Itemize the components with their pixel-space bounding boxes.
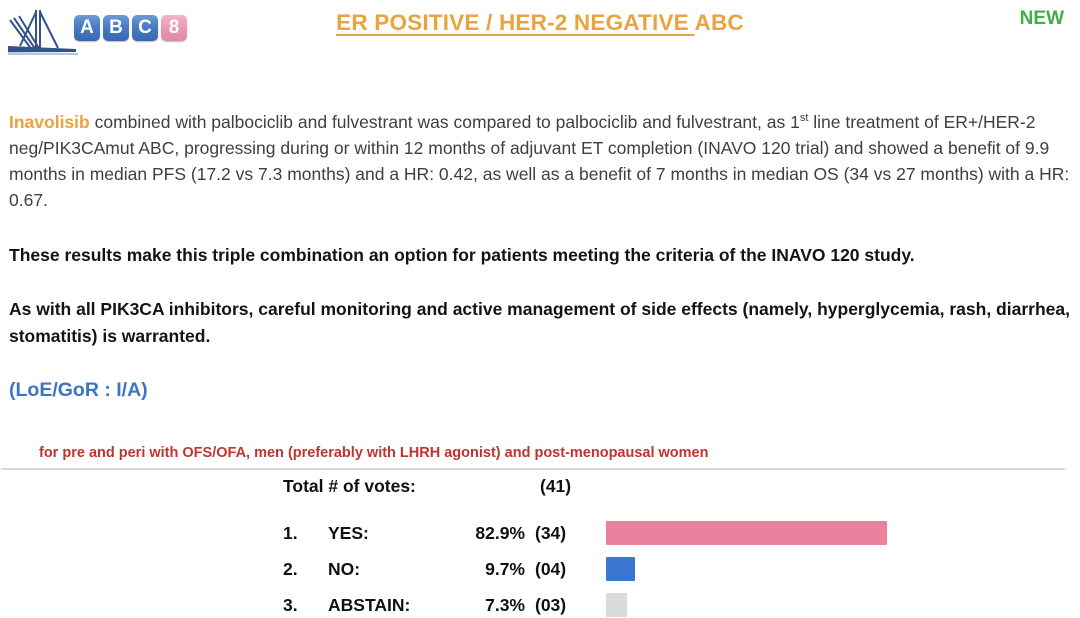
- total-votes-row: Total # of votes: (41): [283, 476, 1080, 497]
- vote-row-number: 2.: [283, 558, 298, 579]
- logo-tile-c: C: [132, 15, 158, 41]
- recommendation-paragraph: Inavolisib combined with palbociclib and…: [9, 105, 1071, 213]
- total-votes-count: (41): [540, 475, 572, 496]
- safety-statement: As with all PIK3CA inhibitors, careful m…: [9, 298, 1070, 346]
- vote-row-yes: 1. YES: 82.9% (34): [283, 521, 1080, 546]
- drug-name-highlight: Inavolisib: [9, 111, 90, 132]
- vote-row-no: 2. NO: 9.7% (04): [283, 557, 1080, 582]
- total-votes-label: Total # of votes:: [283, 475, 416, 496]
- slide-title: ER POSITIVE / HER-2 NEGATIVE ABC: [0, 10, 1080, 36]
- ordinal-superscript: st: [799, 112, 809, 124]
- vote-bar-yes: [606, 521, 887, 546]
- vote-option-label: NO:: [328, 558, 361, 579]
- vote-percentage: 82.9%: [475, 522, 525, 543]
- logo-tile-8: 8: [161, 15, 187, 41]
- slide-title-plain: ABC: [694, 10, 744, 35]
- vote-count: (04): [535, 558, 567, 579]
- vote-bar-no: [606, 557, 635, 582]
- vote-count: (34): [535, 522, 567, 543]
- paragraph-segment-1: combined with palbociclib and fulvestran…: [89, 111, 800, 132]
- voting-results-panel: Total # of votes: (41) 1. YES: 82.9% (34…: [0, 470, 1080, 618]
- vote-option-label: ABSTAIN:: [328, 594, 411, 615]
- loe-gor-label: (LoE/GoR : I/A): [9, 378, 148, 401]
- logo-tile-b: B: [103, 15, 129, 41]
- section-divider: [1, 467, 1065, 470]
- abc8-logo-tiles: A B C 8: [74, 15, 187, 41]
- vote-bar-abstain: [606, 593, 627, 618]
- conclusion-statement: These results make this triple combinati…: [9, 244, 915, 265]
- slide-title-underlined: ER POSITIVE / HER-2 NEGATIVE: [336, 10, 695, 35]
- vote-option-label: YES:: [328, 522, 369, 543]
- slide-header: A B C 8 ER POSITIVE / HER-2 NEGATIVE ABC…: [0, 0, 1080, 58]
- vote-percentage: 9.7%: [485, 558, 525, 579]
- vote-percentage: 7.3%: [485, 594, 525, 615]
- logo-tile-a: A: [74, 15, 100, 41]
- slide-body: Inavolisib combined with palbociclib and…: [0, 105, 1080, 402]
- abc8-logo: A B C 8: [6, 6, 187, 56]
- vote-row-abstain: 3. ABSTAIN: 7.3% (03): [283, 593, 1080, 618]
- paragraph-segment-2: line treatment of ER+/HER-2 neg/PIK3CAmu…: [9, 111, 1070, 210]
- vote-row-number: 1.: [283, 522, 298, 543]
- vote-count: (03): [535, 594, 567, 615]
- population-note: for pre and peri with OFS/OFA, men (pref…: [39, 444, 709, 461]
- new-badge: NEW: [1019, 8, 1064, 29]
- bridge-icon: [8, 10, 78, 55]
- vote-row-number: 3.: [283, 594, 298, 615]
